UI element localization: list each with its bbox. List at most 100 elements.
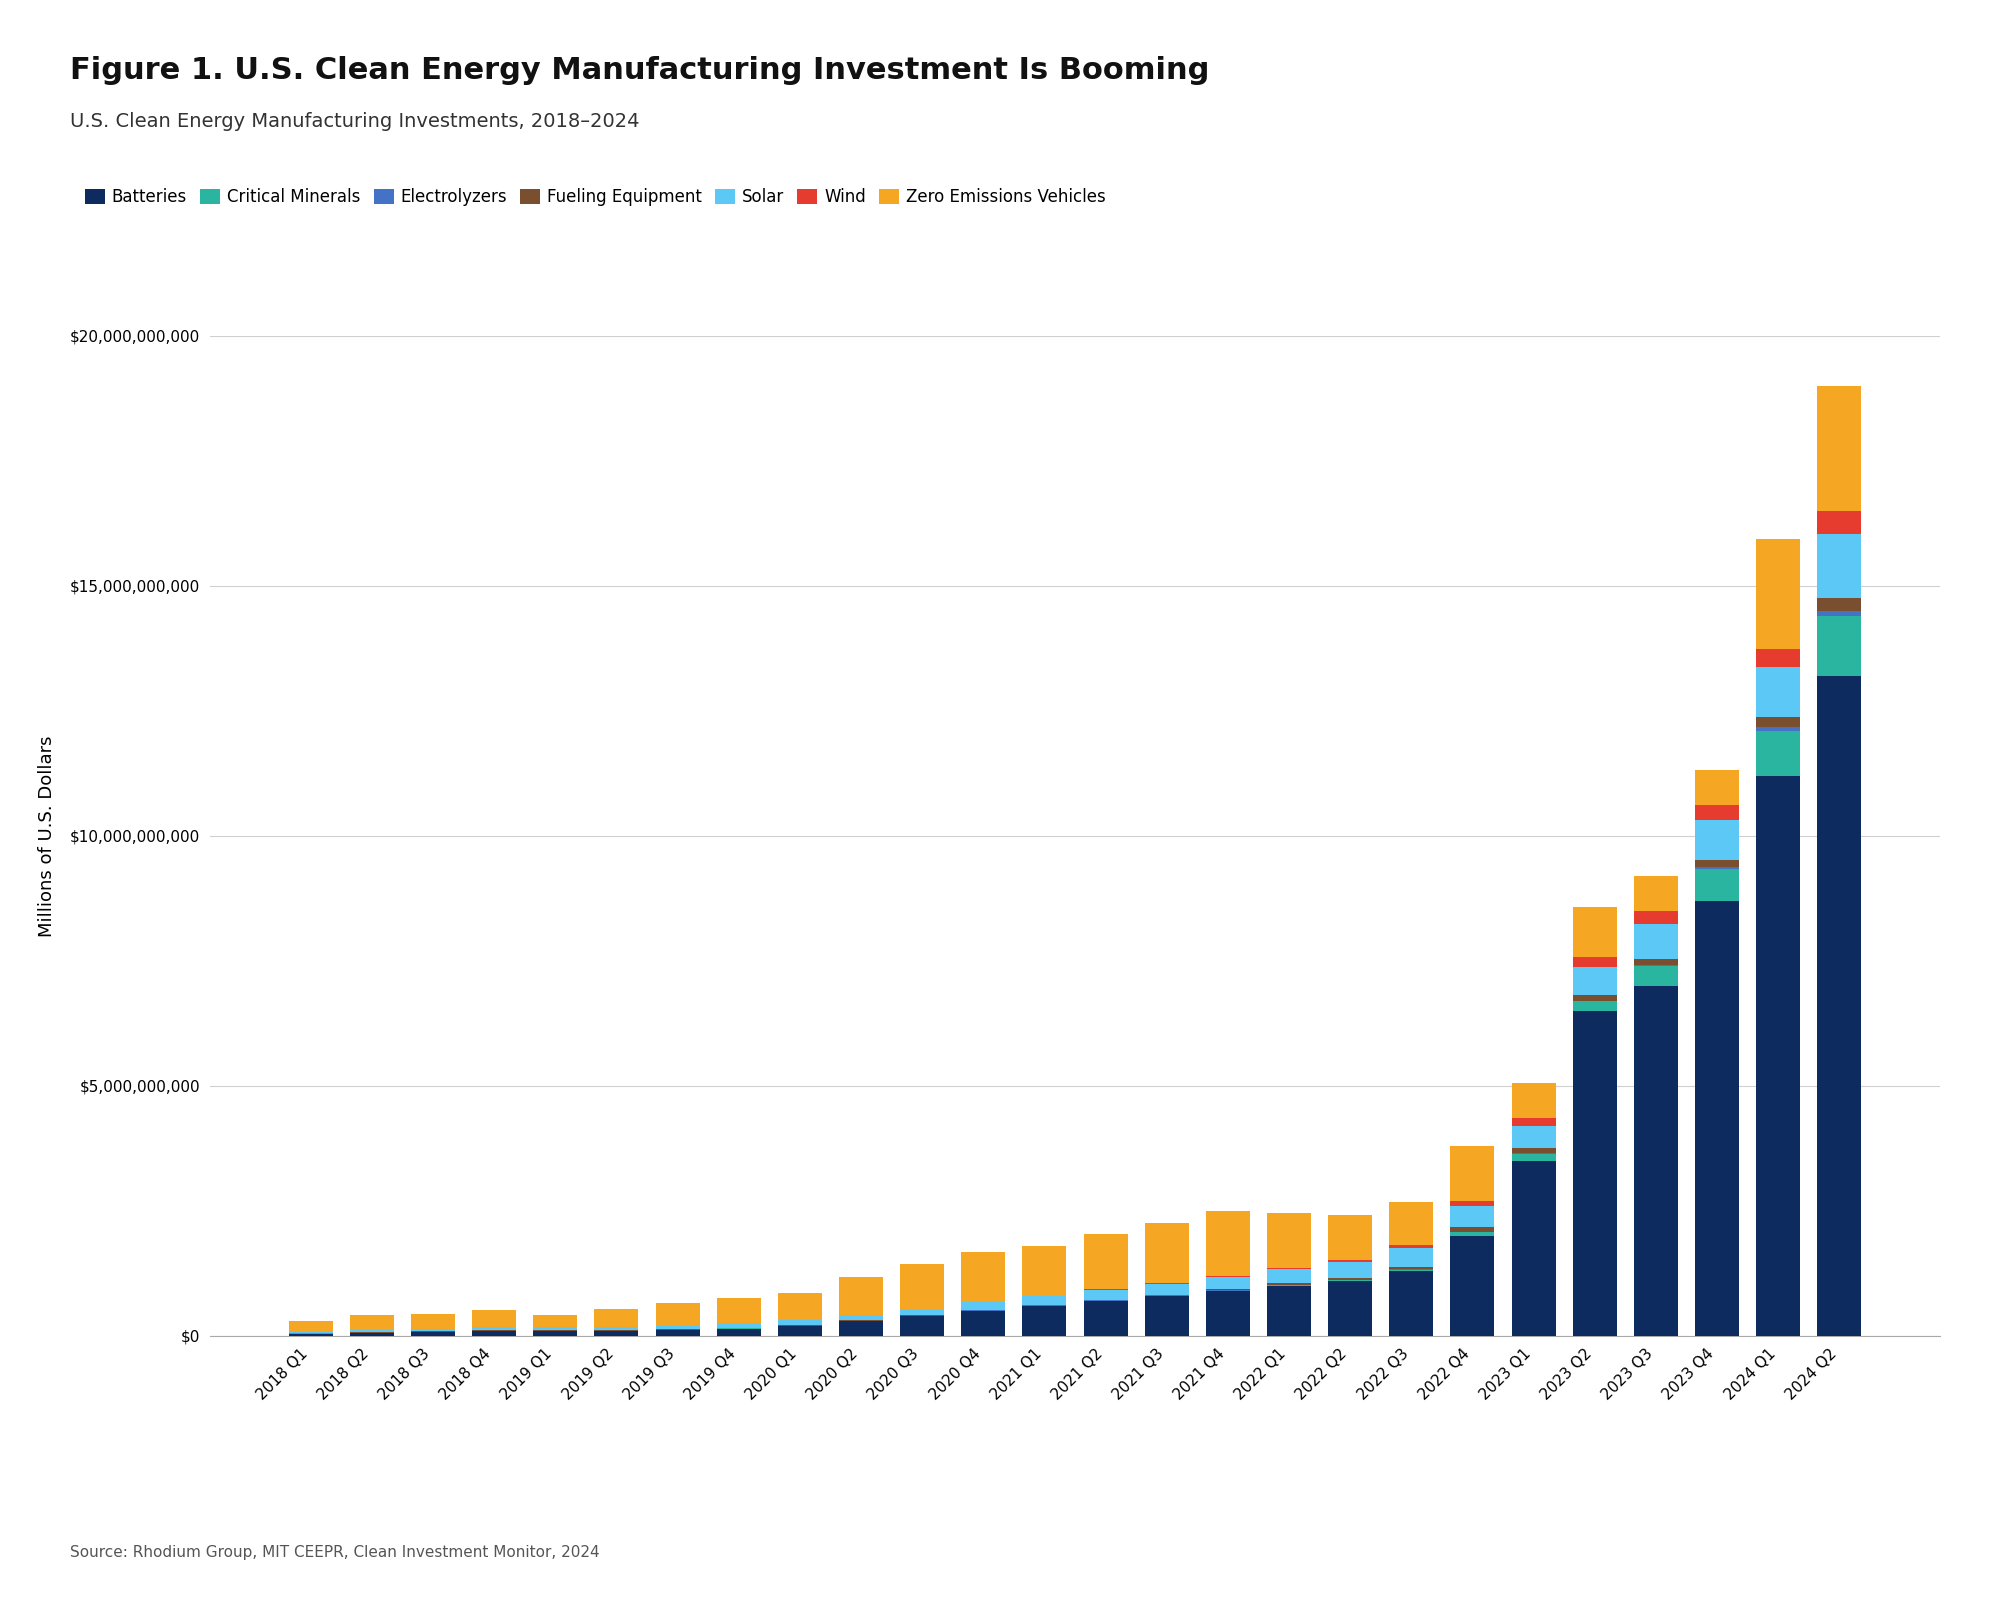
Bar	[1206, 1291, 1250, 1336]
Text: U.S. Clean Energy Manufacturing Investments, 2018–2024: U.S. Clean Energy Manufacturing Investme…	[70, 112, 640, 131]
Bar	[900, 1309, 944, 1315]
Bar	[656, 1325, 700, 1330]
Bar	[1450, 1235, 1494, 1336]
Bar	[716, 1298, 760, 1323]
Bar	[1696, 819, 1740, 859]
Bar	[778, 1293, 822, 1320]
Bar	[1634, 923, 1678, 958]
Bar	[656, 1302, 700, 1325]
Bar	[534, 1331, 578, 1336]
Bar	[1268, 1286, 1312, 1336]
Bar	[1572, 966, 1616, 995]
Bar	[838, 1315, 882, 1320]
Bar	[1022, 1246, 1066, 1296]
Bar	[656, 1330, 700, 1336]
Bar	[1512, 1154, 1556, 1162]
Bar	[1572, 995, 1616, 1000]
Bar	[1696, 805, 1740, 819]
Bar	[350, 1333, 394, 1336]
Bar	[1572, 1002, 1616, 1011]
Bar	[1818, 598, 1862, 611]
Bar	[1144, 1283, 1188, 1294]
Bar	[778, 1326, 822, 1336]
Bar	[350, 1315, 394, 1330]
Bar	[1450, 1146, 1494, 1200]
Bar	[1756, 776, 1800, 1336]
Bar	[1450, 1200, 1494, 1206]
Bar	[1818, 510, 1862, 533]
Bar	[288, 1322, 332, 1331]
Bar	[594, 1331, 638, 1336]
Bar	[1634, 966, 1678, 986]
Bar	[900, 1315, 944, 1336]
Bar	[1268, 1269, 1312, 1283]
Bar	[1818, 386, 1862, 510]
Text: Source: Rhodium Group, MIT CEEPR, Clean Investment Monitor, 2024: Source: Rhodium Group, MIT CEEPR, Clean …	[70, 1546, 600, 1560]
Bar	[1818, 675, 1862, 1336]
Bar	[1818, 616, 1862, 675]
Bar	[1084, 1290, 1128, 1299]
Bar	[1206, 1277, 1250, 1290]
Bar	[1390, 1270, 1434, 1336]
Bar	[962, 1251, 1006, 1302]
Bar	[1696, 859, 1740, 867]
Bar	[716, 1328, 760, 1336]
Bar	[1206, 1211, 1250, 1275]
Bar	[1696, 770, 1740, 805]
Bar	[1022, 1296, 1066, 1306]
Bar	[1634, 986, 1678, 1336]
Bar	[1328, 1214, 1372, 1259]
Bar	[410, 1331, 454, 1336]
Bar	[1084, 1301, 1128, 1336]
Bar	[1268, 1213, 1312, 1267]
Bar	[534, 1328, 578, 1330]
Bar	[1634, 877, 1678, 912]
Bar	[1022, 1306, 1066, 1336]
Bar	[1634, 958, 1678, 965]
Bar	[1572, 957, 1616, 966]
Bar	[1696, 869, 1740, 901]
Bar	[1328, 1262, 1372, 1278]
Bar	[1512, 1083, 1556, 1118]
Bar	[1756, 731, 1800, 776]
Bar	[1512, 1162, 1556, 1336]
Bar	[716, 1323, 760, 1328]
Bar	[1572, 1011, 1616, 1336]
Bar	[1390, 1248, 1434, 1267]
Bar	[410, 1314, 454, 1328]
Bar	[1818, 611, 1862, 616]
Bar	[1634, 912, 1678, 923]
Bar	[594, 1309, 638, 1326]
Bar	[900, 1264, 944, 1309]
Bar	[1572, 907, 1616, 957]
Bar	[1144, 1296, 1188, 1336]
Bar	[1512, 1125, 1556, 1149]
Bar	[1328, 1278, 1372, 1280]
Bar	[594, 1326, 638, 1330]
Bar	[778, 1320, 822, 1325]
Bar	[1756, 667, 1800, 717]
Bar	[1756, 539, 1800, 650]
Bar	[962, 1302, 1006, 1310]
Bar	[472, 1328, 516, 1330]
Bar	[1512, 1118, 1556, 1125]
Bar	[1512, 1149, 1556, 1154]
Bar	[1390, 1267, 1434, 1269]
Bar	[1390, 1202, 1434, 1245]
Bar	[1696, 901, 1740, 1336]
Text: Figure 1. U.S. Clean Energy Manufacturing Investment Is Booming: Figure 1. U.S. Clean Energy Manufacturin…	[70, 56, 1210, 85]
Bar	[1328, 1259, 1372, 1262]
Bar	[1450, 1232, 1494, 1235]
Bar	[962, 1310, 1006, 1336]
Bar	[350, 1330, 394, 1333]
Bar	[1328, 1282, 1372, 1336]
Bar	[534, 1315, 578, 1326]
Bar	[1390, 1245, 1434, 1248]
Bar	[1818, 533, 1862, 598]
Legend: Batteries, Critical Minerals, Electrolyzers, Fueling Equipment, Solar, Wind, Zer: Batteries, Critical Minerals, Electrolyz…	[78, 181, 1112, 213]
Y-axis label: Millions of U.S. Dollars: Millions of U.S. Dollars	[38, 736, 56, 936]
Bar	[472, 1331, 516, 1336]
Bar	[472, 1309, 516, 1326]
Bar	[1450, 1206, 1494, 1227]
Bar	[1756, 717, 1800, 726]
